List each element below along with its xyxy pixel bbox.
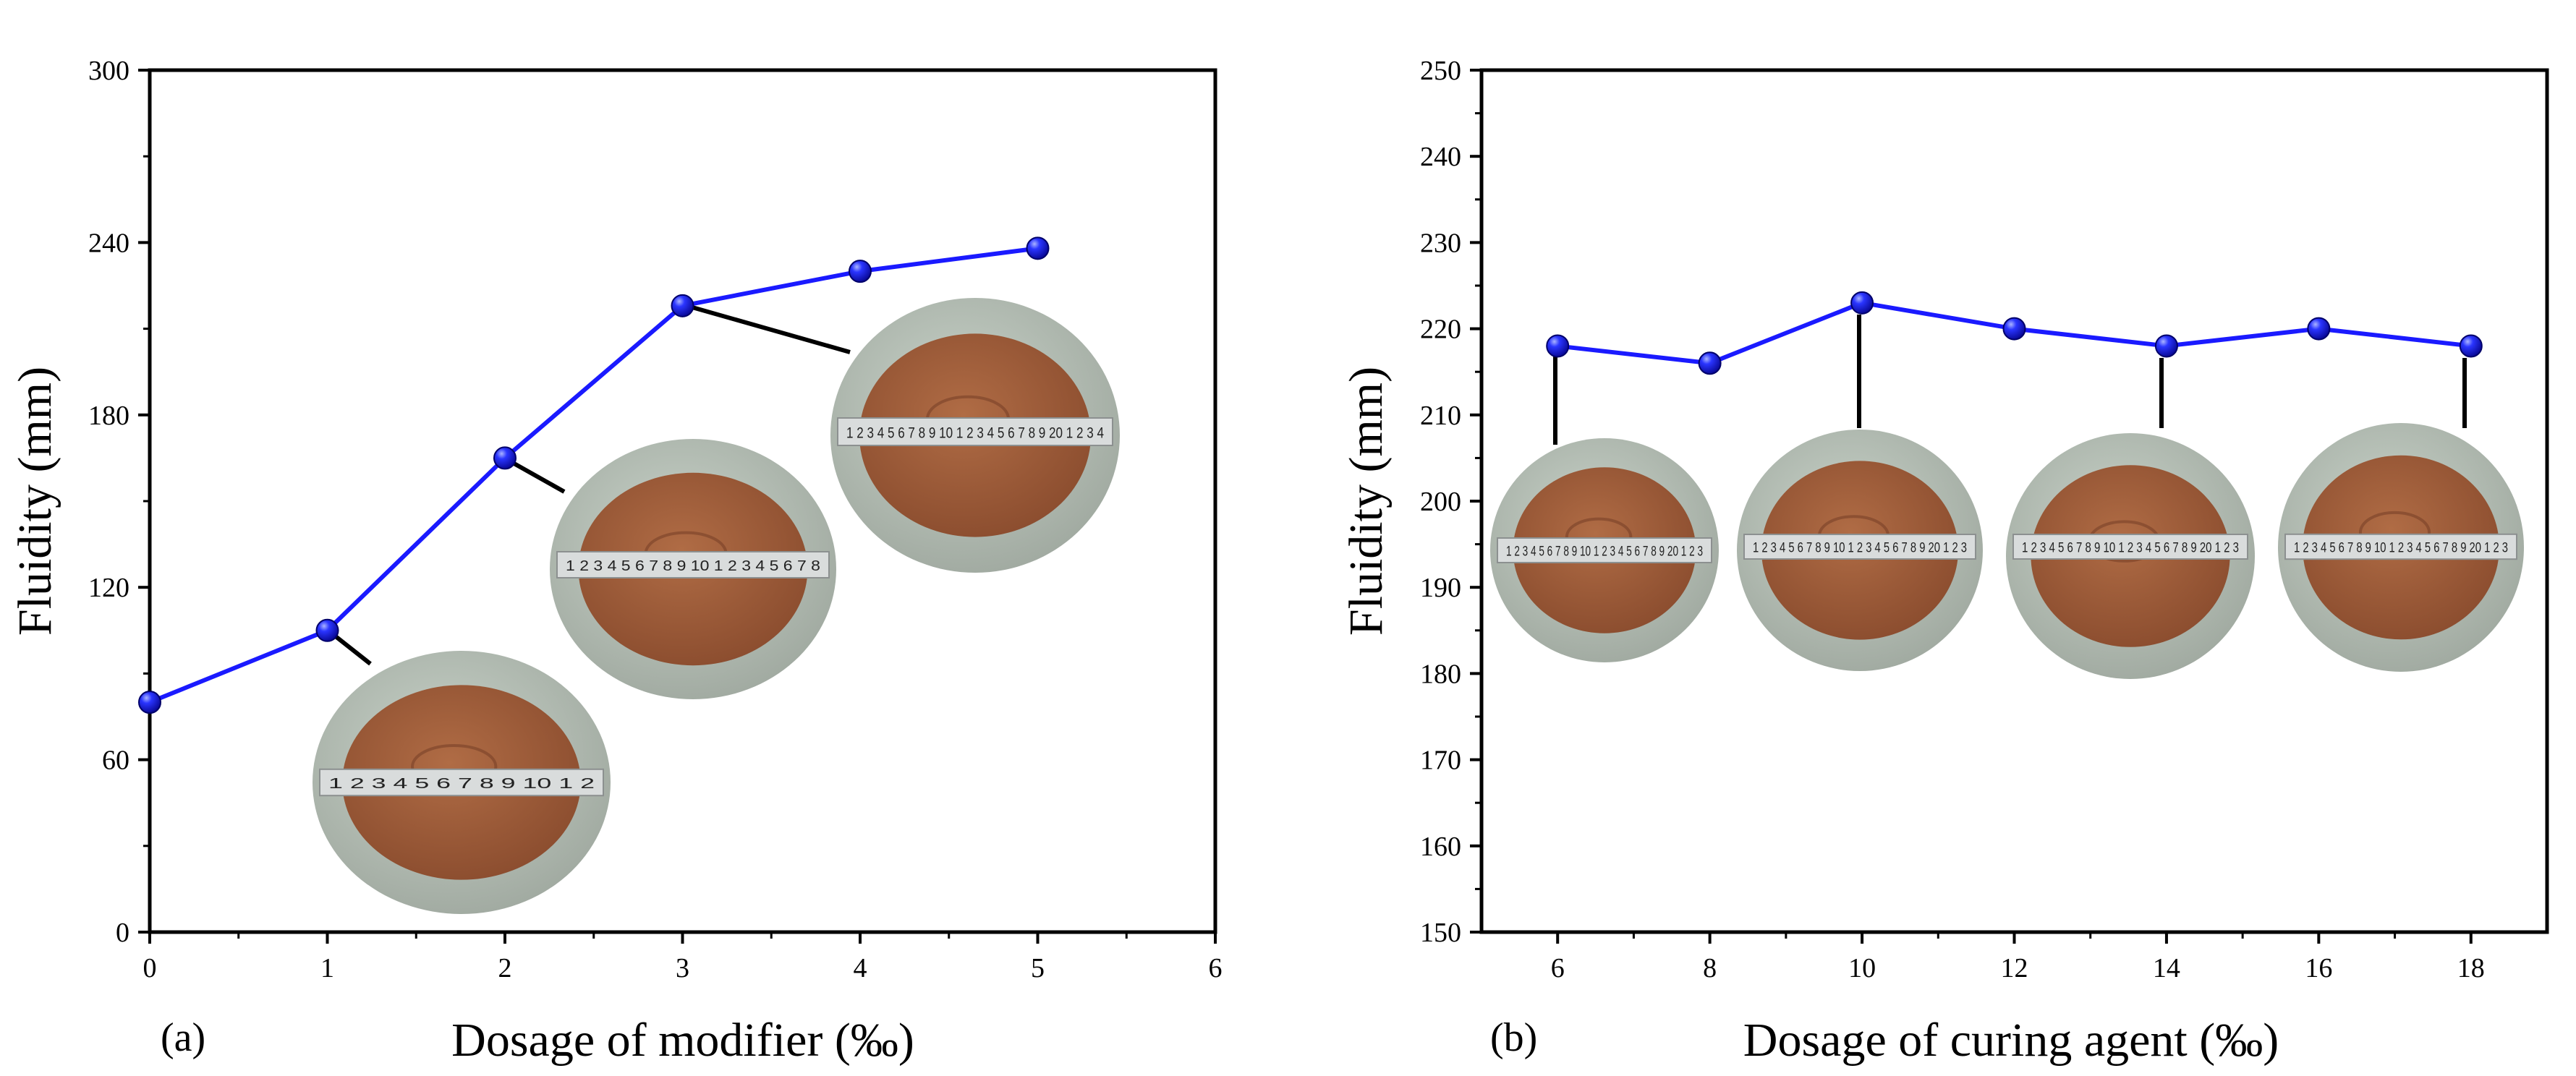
chart-panel-a: 1 2 3 4 5 6 7 8 9 10 1 2 1 2 3 4 5 6 7 8 … xyxy=(9,56,1223,1067)
ruler-scale: 1 2 3 4 5 6 7 8 9 10 1 2 3 4 5 6 7 8 9 2… xyxy=(1506,544,1703,559)
y-tick-label: 300 xyxy=(88,56,129,86)
chart-panel-b: 1 2 3 4 5 6 7 8 9 10 1 2 3 4 5 6 7 8 9 2… xyxy=(1340,56,2549,1067)
ruler-scale: 1 2 3 4 5 6 7 8 9 10 1 2 3 4 5 6 7 8 9 2… xyxy=(2022,540,2239,555)
y-tick-label: 170 xyxy=(1420,746,1461,776)
data-point xyxy=(1850,291,1874,315)
axis-ticks: 6 8 10 12 14 16 18 150 160 170 180 190 200 210 220 230 2… xyxy=(1420,56,2485,983)
x-tick-label: 3 xyxy=(676,953,689,983)
y-tick-label: 200 xyxy=(1420,487,1461,517)
data-point xyxy=(315,618,339,642)
ruler xyxy=(1743,534,1976,560)
x-tick-label: 8 xyxy=(1703,953,1717,983)
ruler xyxy=(319,768,604,797)
x-tick-label: 0 xyxy=(143,953,157,983)
ruler-scale: 1 2 3 4 5 6 7 8 9 10 1 2 3 4 5 6 7 8 9 2… xyxy=(846,424,1104,441)
ruler xyxy=(1497,537,1712,563)
x-tick-label: 16 xyxy=(2305,953,2332,983)
flow-test-photo: 1 2 3 4 5 6 7 8 9 10 1 2 3 4 5 6 7 8 9 2… xyxy=(1737,430,1983,671)
ruler xyxy=(2012,534,2248,560)
flow-test-photo: 1 2 3 4 5 6 7 8 9 10 1 2 3 4 5 6 7 8 9 2… xyxy=(2006,433,2255,679)
data-point xyxy=(849,260,872,283)
data-point xyxy=(493,446,517,470)
y-tick-label: 240 xyxy=(1420,142,1461,172)
flow-test-photo: 1 2 3 4 5 6 7 8 9 10 1 2 3 4 5 6 7 8 xyxy=(550,439,836,699)
x-tick-label: 6 xyxy=(1551,953,1565,983)
x-tick-label: 14 xyxy=(2153,953,2180,983)
flow-test-photo: 1 2 3 4 5 6 7 8 9 10 1 2 xyxy=(313,651,611,914)
data-series xyxy=(138,236,1050,714)
data-point xyxy=(1546,334,1570,358)
data-point xyxy=(671,294,694,317)
y-axis-title: Fluidity (mm) xyxy=(9,367,61,636)
flow-test-photo: 1 2 3 4 5 6 7 8 9 10 1 2 3 4 5 6 7 8 9 2… xyxy=(1490,438,1719,662)
ruler xyxy=(837,417,1113,446)
ruler xyxy=(556,551,830,578)
x-tick-label: 2 xyxy=(498,953,512,983)
leader-line xyxy=(505,457,566,494)
leader-line xyxy=(686,304,851,354)
data-point xyxy=(1698,351,1722,375)
x-tick-label: 5 xyxy=(1031,953,1045,983)
photo-layer: 1 2 3 4 5 6 7 8 9 10 1 2 1 2 3 4 5 6 7 8 … xyxy=(313,298,1120,914)
y-tick-label: 0 xyxy=(116,918,129,948)
y-tick-label: 120 xyxy=(88,573,129,603)
ruler-scale: 1 2 3 4 5 6 7 8 9 10 1 2 xyxy=(328,776,595,792)
y-tick-label: 240 xyxy=(88,228,129,258)
y-tick-label: 220 xyxy=(1420,315,1461,345)
data-point xyxy=(2154,334,2178,358)
ruler-scale: 1 2 3 4 5 6 7 8 9 10 1 2 3 4 5 6 7 8 9 2… xyxy=(2294,541,2508,556)
data-point xyxy=(2459,334,2483,358)
ruler xyxy=(2284,533,2517,560)
y-tick-label: 180 xyxy=(88,401,129,431)
x-tick-label: 6 xyxy=(1209,953,1223,983)
panel-label-b: (b) xyxy=(1490,1015,1537,1060)
y-tick-label: 180 xyxy=(1420,659,1461,689)
data-point xyxy=(1026,236,1050,260)
x-tick-label: 12 xyxy=(2001,953,2028,983)
ruler-scale: 1 2 3 4 5 6 7 8 9 10 1 2 3 4 5 6 7 8 xyxy=(566,558,820,574)
series-line xyxy=(148,246,1038,704)
data-point xyxy=(2307,317,2331,341)
y-axis-title: Fluidity (mm) xyxy=(1340,367,1393,636)
y-tick-label: 60 xyxy=(102,746,129,776)
y-tick-label: 210 xyxy=(1420,401,1461,431)
x-axis-title: Dosage of modifier (‰) xyxy=(451,1014,914,1067)
x-tick-label: 1 xyxy=(320,953,334,983)
ruler-scale: 1 2 3 4 5 6 7 8 9 10 1 2 3 4 5 6 7 8 9 2… xyxy=(1753,540,1967,555)
data-point xyxy=(138,691,161,714)
y-tick-label: 150 xyxy=(1420,918,1461,948)
y-tick-label: 190 xyxy=(1420,573,1461,603)
data-point xyxy=(2002,317,2026,341)
x-tick-label: 10 xyxy=(1848,953,1876,983)
panel-label-a: (a) xyxy=(161,1015,205,1060)
y-tick-label: 230 xyxy=(1420,228,1461,258)
x-axis-title: Dosage of curing agent (‰) xyxy=(1743,1014,2279,1067)
photo-layer: 1 2 3 4 5 6 7 8 9 10 1 2 3 4 5 6 7 8 9 2… xyxy=(1490,423,2524,679)
x-tick-label: 18 xyxy=(2457,953,2485,983)
leader-lines xyxy=(1553,315,2467,445)
data-series xyxy=(1546,291,2483,375)
y-tick-label: 250 xyxy=(1420,56,1461,86)
flow-test-photo: 1 2 3 4 5 6 7 8 9 10 1 2 3 4 5 6 7 8 9 2… xyxy=(2278,423,2524,672)
flow-test-photo: 1 2 3 4 5 6 7 8 9 10 1 2 3 4 5 6 7 8 9 2… xyxy=(830,298,1120,573)
x-tick-label: 4 xyxy=(854,953,867,983)
y-tick-label: 160 xyxy=(1420,832,1461,862)
